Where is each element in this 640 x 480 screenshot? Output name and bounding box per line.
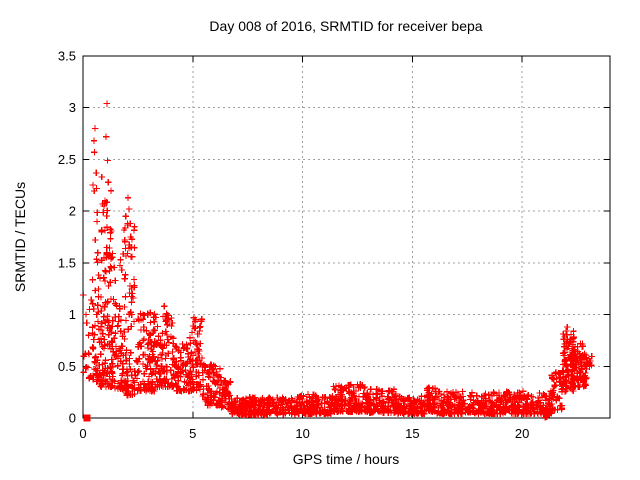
x-tick-label: 0 — [79, 426, 86, 441]
y-tick-label: 2 — [69, 204, 76, 219]
axis-tick-labels: 0 5 10 15 20 0 0.5 1 1.5 2 2.5 3 3.5 — [58, 49, 529, 442]
y-tick-label: 0.5 — [58, 359, 76, 374]
y-tick-label: 0 — [69, 411, 76, 426]
x-tick-label: 20 — [515, 426, 529, 441]
x-tick-label: 10 — [295, 426, 309, 441]
y-tick-label: 1 — [69, 307, 76, 322]
origin-square-marker — [83, 414, 91, 422]
chart-title: Day 008 of 2016, SRMTID for receiver bep… — [209, 18, 482, 34]
x-axis-label: GPS time / hours — [293, 451, 400, 467]
x-tick-label: 5 — [189, 426, 196, 441]
plot-frame — [82, 55, 611, 419]
y-tick-label: 1.5 — [58, 255, 76, 270]
x-tick-label: 15 — [405, 426, 419, 441]
y-tick-label: 3 — [69, 100, 76, 115]
y-tick-label: 3.5 — [58, 49, 76, 64]
data-points — [80, 100, 595, 421]
y-axis-label: SRMTID / TECUs — [12, 182, 28, 292]
y-tick-label: 2.5 — [58, 152, 76, 167]
